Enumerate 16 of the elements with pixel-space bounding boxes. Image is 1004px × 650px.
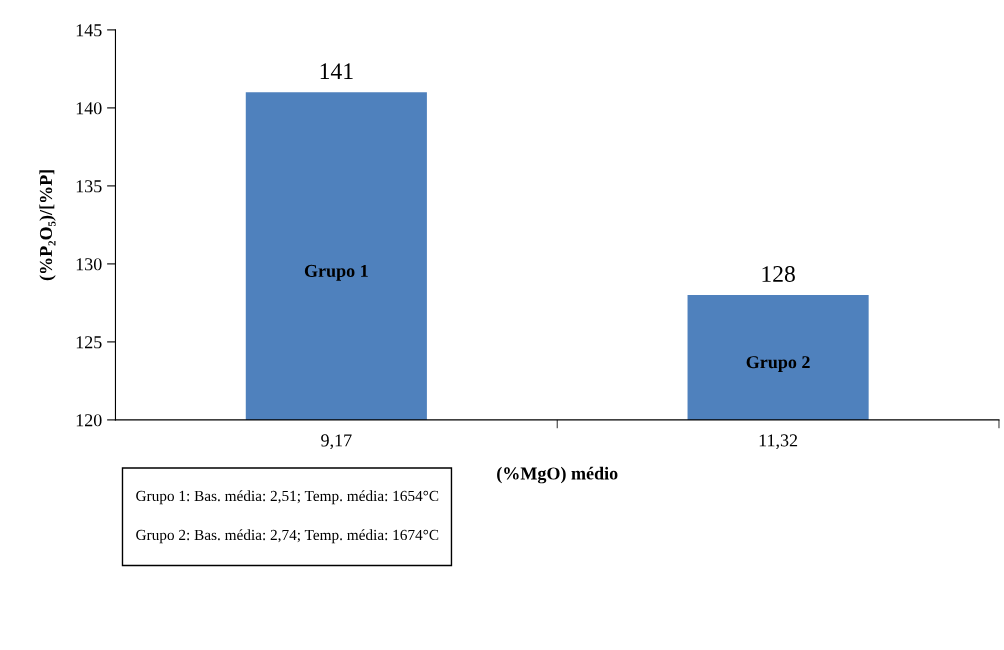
y-tick-label: 125 (76, 336, 102, 349)
annotation: Grupo 2 (746, 356, 810, 372)
y-tick-label: 120 (76, 414, 102, 427)
data-label: 141 (320, 63, 353, 79)
y-tick-label: 145 (76, 24, 102, 37)
x-axis-title: (%MgO) médio (497, 466, 618, 484)
data-label: 128 (762, 266, 795, 282)
x-tick-label: 9,17 (321, 434, 352, 450)
y-axis-title: (%P₂O₅)/[%P] (39, 170, 56, 281)
y-tick-label: 130 (76, 258, 102, 271)
text: Grupo 1: Bas. média: 2,51; Temp. média: 1654°C (136, 490, 439, 505)
annotation: Grupo 1 (304, 264, 368, 281)
x-tick-label: 11,32 (759, 434, 798, 450)
y-tick-label: 140 (76, 102, 102, 115)
y-tick-label: 135 (76, 180, 102, 193)
text: Grupo 2: Bas. média: 2,74; Temp. média: 1674°C (136, 529, 439, 544)
